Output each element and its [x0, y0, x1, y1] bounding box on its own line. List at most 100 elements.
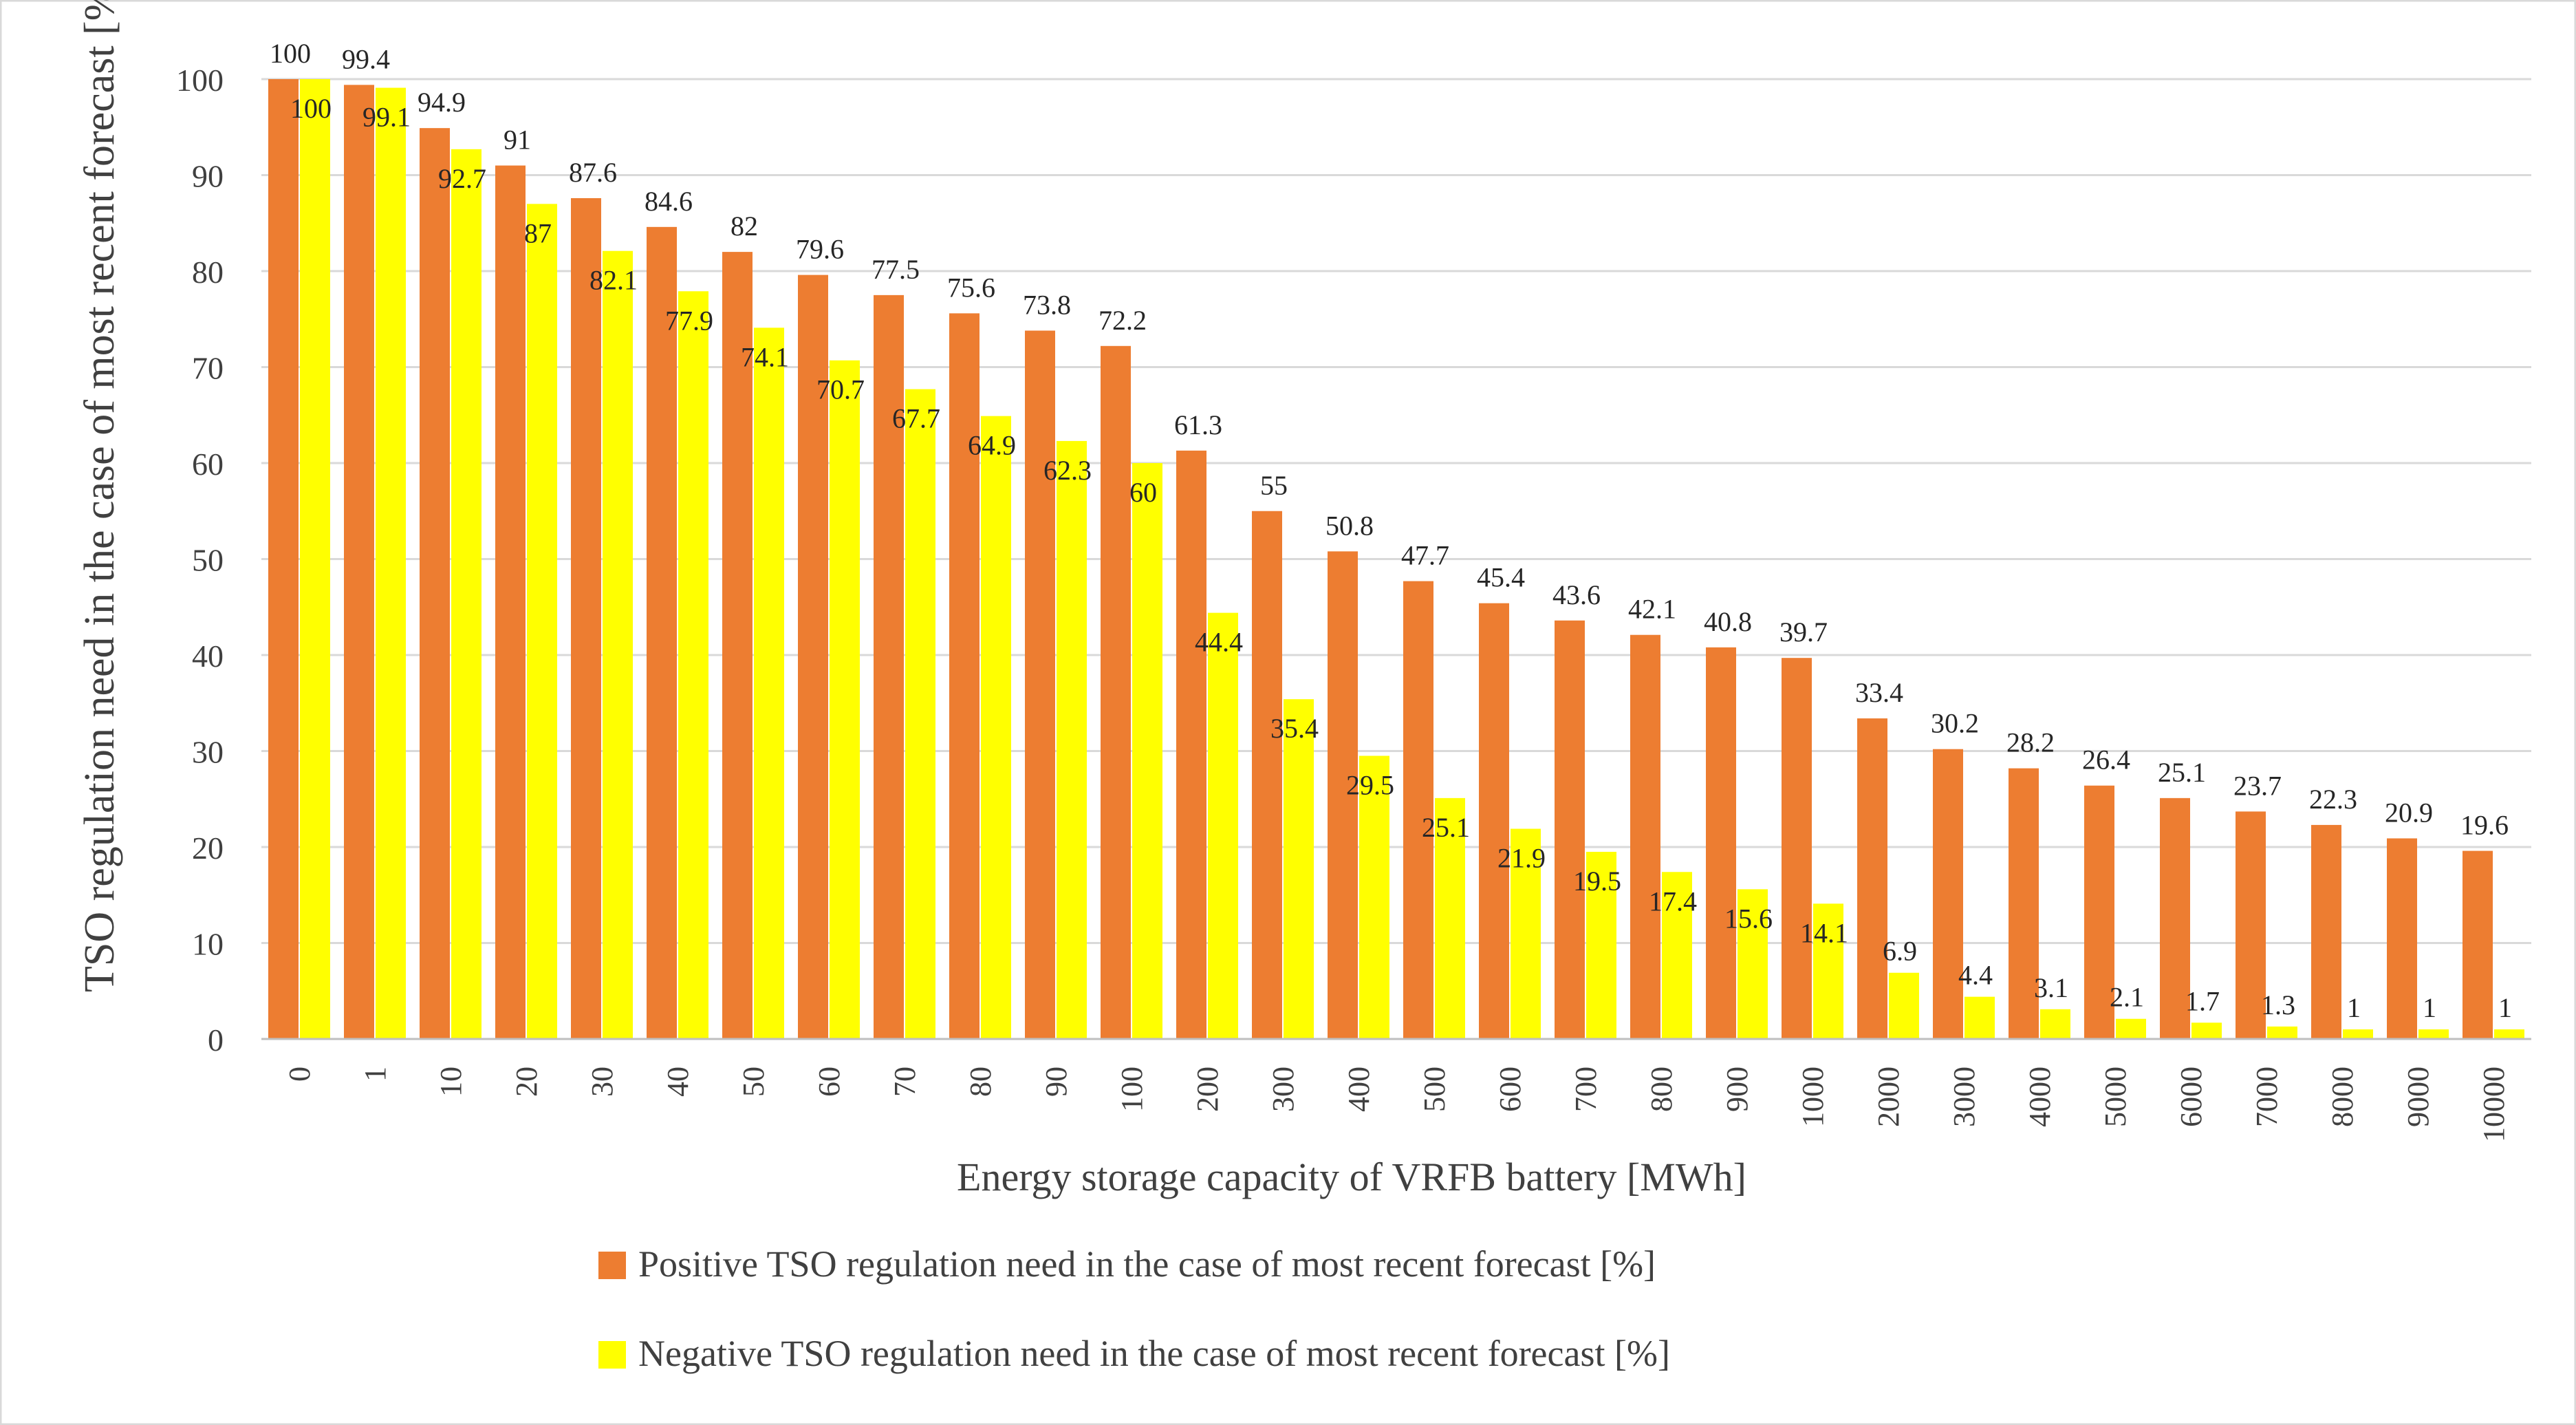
x-tick-label: 5000	[2099, 1067, 2132, 1127]
y-axis-title: TSO regulation need in the case of most …	[76, 0, 123, 992]
x-tick-label: 30	[585, 1067, 619, 1097]
data-label-negative: 2.1	[2110, 982, 2144, 1013]
bar-positive	[1933, 749, 1963, 1039]
bar-positive	[1328, 551, 1358, 1039]
bar-positive	[2311, 824, 2341, 1039]
data-label-positive: 87.6	[569, 157, 617, 188]
bars	[268, 79, 2524, 1040]
bar-positive	[874, 294, 904, 1039]
x-tick-label: 10	[434, 1067, 468, 1097]
data-label-negative: 77.9	[665, 305, 713, 336]
data-label-negative: 92.7	[438, 163, 486, 194]
y-tick-label: 100	[176, 63, 224, 98]
data-label-positive: 40.8	[1704, 606, 1752, 637]
x-tick-label: 800	[1645, 1067, 1678, 1112]
legend-label-negative: Negative TSO regulation need in the case…	[638, 1333, 1670, 1374]
bar-positive	[722, 252, 753, 1040]
x-tick-label: 80	[964, 1067, 997, 1097]
x-tick-label: 50	[737, 1067, 770, 1097]
bar-negative	[1813, 903, 1843, 1039]
data-label-negative: 100	[290, 93, 332, 124]
data-label-positive: 30.2	[1931, 708, 1979, 739]
bar-negative	[603, 250, 633, 1040]
bar-positive	[1252, 511, 1282, 1039]
data-label-positive: 47.7	[1401, 540, 1449, 571]
y-tick-label: 80	[192, 255, 224, 290]
data-label-negative: 1	[2423, 992, 2436, 1023]
data-label-positive: 39.7	[1779, 617, 1828, 647]
bar-negative	[1738, 889, 1768, 1039]
bar-positive	[1025, 330, 1055, 1039]
data-label-positive: 22.3	[2309, 784, 2357, 815]
legend-swatch-negative	[598, 1341, 626, 1369]
bar-negative	[1889, 972, 1919, 1039]
bar-negative	[300, 79, 330, 1039]
data-label-positive: 75.6	[947, 272, 995, 303]
bar-negative	[451, 149, 481, 1040]
x-tick-label: 40	[661, 1067, 695, 1097]
bar-positive	[495, 165, 526, 1039]
data-label-positive: 23.7	[2233, 770, 2282, 801]
data-label-positive: 50.8	[1325, 510, 1374, 541]
data-label-negative: 99.1	[362, 102, 411, 133]
bar-negative	[2040, 1009, 2070, 1039]
data-label-negative: 70.7	[816, 374, 865, 405]
bar-positive	[1101, 345, 1131, 1039]
y-tick-label: 20	[192, 831, 224, 866]
data-label-negative: 17.4	[1649, 886, 1697, 917]
bar-negative	[1208, 612, 1238, 1039]
data-label-positive: 43.6	[1552, 579, 1601, 610]
bar-negative	[754, 328, 784, 1040]
x-tick-label: 7000	[2250, 1067, 2284, 1127]
data-label-positive: 19.6	[2460, 810, 2509, 841]
bar-positive	[1555, 620, 1585, 1039]
data-label-positive: 55	[1260, 470, 1288, 501]
data-label-negative: 29.5	[1346, 769, 1394, 800]
bar-positive	[1630, 634, 1660, 1039]
bar-negative	[2343, 1029, 2373, 1039]
data-label-positive: 20.9	[2385, 797, 2433, 828]
x-tick-label: 600	[1493, 1067, 1527, 1112]
data-label-negative: 25.1	[1422, 812, 1470, 843]
bar-positive	[2160, 797, 2190, 1039]
x-tick-label: 9000	[2401, 1067, 2435, 1127]
data-label-negative: 6.9	[1883, 936, 1917, 967]
y-tick-label: 40	[192, 639, 224, 674]
y-tick-label: 50	[192, 543, 224, 578]
data-label-positive: 45.4	[1477, 562, 1525, 593]
data-label-positive: 25.1	[2158, 757, 2206, 788]
x-tick-label: 10000	[2477, 1067, 2511, 1142]
data-label-negative: 1	[2498, 992, 2512, 1023]
data-label-negative: 62.3	[1043, 455, 1092, 486]
legend-label-positive: Positive TSO regulation need in the case…	[638, 1243, 1656, 1285]
bar-positive	[2387, 838, 2417, 1039]
bar-positive	[268, 79, 299, 1039]
x-tick-label: 4000	[2023, 1067, 2057, 1127]
bar-positive	[1176, 450, 1206, 1039]
data-label-negative: 44.4	[1195, 627, 1243, 658]
y-tick-label: 70	[192, 351, 224, 386]
data-label-negative: 60	[1129, 477, 1157, 508]
bar-positive	[2009, 768, 2039, 1039]
x-tick-label: 20	[510, 1067, 543, 1097]
bar-positive	[1782, 658, 1812, 1039]
legend: Positive TSO regulation need in the case…	[598, 1243, 1670, 1374]
bar-negative	[376, 87, 406, 1039]
data-label-negative: 1	[2347, 992, 2361, 1023]
data-label-negative: 1.3	[2261, 989, 2295, 1020]
bar-positive	[1857, 718, 1887, 1039]
bar-positive	[949, 313, 979, 1039]
data-label-negative: 74.1	[741, 341, 789, 372]
bar-negative	[1662, 872, 1692, 1039]
x-tick-label: 300	[1266, 1067, 1300, 1112]
bar-positive	[1403, 581, 1433, 1039]
bar-positive	[647, 226, 677, 1040]
data-label-negative: 67.7	[892, 403, 940, 434]
bar-negative	[2191, 1022, 2222, 1039]
data-label-negative: 15.6	[1724, 903, 1773, 934]
bar-negative	[1586, 851, 1616, 1039]
data-label-negative: 64.9	[968, 430, 1016, 461]
data-label-negative: 1.7	[2185, 985, 2220, 1016]
